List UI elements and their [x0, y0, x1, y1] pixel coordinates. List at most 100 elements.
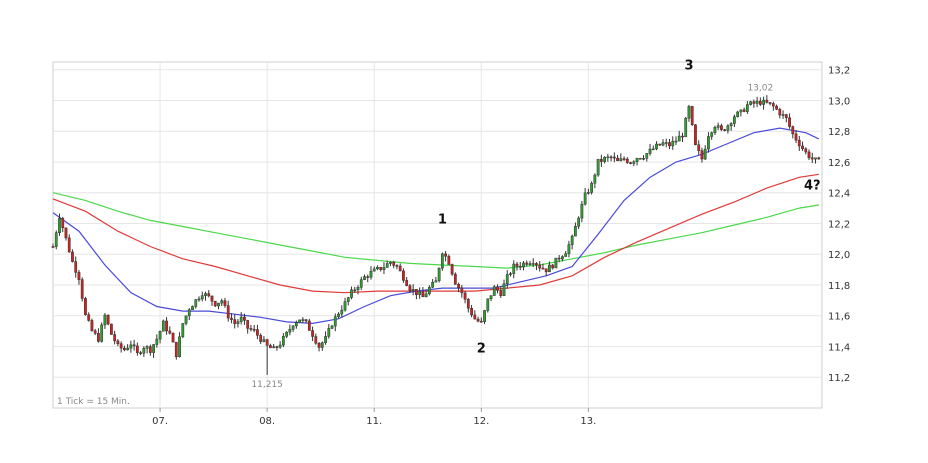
- x-tick-label: 08.: [259, 416, 275, 427]
- candle-up: [236, 321, 240, 324]
- candle-down: [74, 261, 78, 273]
- candle-up: [619, 158, 623, 162]
- candle-down: [797, 139, 801, 147]
- candle-up: [707, 136, 710, 150]
- candle-up: [58, 218, 61, 233]
- candle-up: [217, 302, 220, 307]
- candle-down: [165, 320, 168, 332]
- candle-down: [817, 157, 821, 160]
- candle-down: [64, 227, 68, 239]
- candle-up: [126, 347, 130, 351]
- candle-down: [311, 330, 314, 337]
- candle-up: [187, 309, 191, 317]
- candle-up: [745, 104, 749, 112]
- candle-down: [353, 289, 357, 292]
- candle-down: [421, 291, 425, 298]
- candle-down: [139, 352, 142, 354]
- candle-down: [113, 334, 117, 342]
- candle-up: [596, 158, 600, 176]
- candle-down: [87, 314, 91, 321]
- candle-down: [470, 308, 473, 316]
- candle-down: [402, 270, 405, 281]
- candle-down: [463, 292, 467, 300]
- candle-up: [389, 261, 392, 264]
- candle-up: [645, 153, 649, 159]
- candle-down: [314, 336, 318, 344]
- candle-up: [346, 297, 350, 302]
- candle-up: [129, 344, 133, 349]
- candle-up: [333, 316, 337, 327]
- candle-up: [703, 148, 707, 160]
- candle-up: [100, 324, 104, 342]
- candle-up: [729, 123, 733, 126]
- candle-down: [252, 328, 256, 331]
- candle-up: [191, 306, 194, 310]
- candle-down: [525, 262, 529, 265]
- candle-up: [440, 253, 444, 269]
- candle-down: [317, 342, 321, 348]
- candle-up: [291, 325, 295, 330]
- grid: [52, 61, 823, 409]
- candle-up: [548, 264, 551, 273]
- candle-up: [677, 135, 681, 142]
- candle-up: [590, 182, 594, 193]
- candle-down: [80, 279, 84, 299]
- candle-down: [61, 218, 65, 229]
- candle-up: [369, 270, 373, 278]
- candle-up: [301, 319, 305, 321]
- y-tick-label: 11,4: [828, 342, 850, 353]
- candle-down: [213, 300, 217, 307]
- y-tick-label: 11,6: [828, 312, 850, 323]
- candle-up: [606, 156, 610, 159]
- candle-down: [230, 317, 233, 320]
- candle-up: [583, 192, 587, 205]
- candle-down: [801, 145, 804, 149]
- candle-up: [522, 262, 525, 268]
- candle-down: [784, 114, 788, 118]
- candle-up: [161, 320, 165, 332]
- candle-down: [119, 343, 123, 349]
- candle-down: [668, 142, 671, 147]
- candle-up: [142, 347, 146, 354]
- candles: [51, 95, 821, 375]
- candle-down: [804, 148, 808, 153]
- candle-up: [489, 295, 493, 300]
- candle-up: [512, 263, 516, 274]
- candle-up: [749, 101, 753, 105]
- candle-down: [233, 319, 237, 324]
- candle-down: [116, 340, 120, 344]
- candle-up: [272, 346, 276, 349]
- candle-down: [625, 158, 629, 163]
- candle-down: [476, 318, 480, 322]
- candle-down: [775, 105, 778, 110]
- candle-up: [324, 336, 327, 343]
- candle-down: [791, 126, 795, 135]
- candle-down: [794, 133, 798, 141]
- low-label: 11,215: [251, 380, 283, 390]
- candle-up: [674, 140, 678, 143]
- candle-down: [551, 264, 555, 269]
- candle-up: [262, 339, 266, 342]
- candle-down: [379, 266, 383, 270]
- candle-down: [723, 129, 727, 131]
- candle-down: [616, 157, 619, 162]
- x-tick-label: 12.: [473, 416, 489, 427]
- candle-up: [220, 300, 224, 304]
- candle-up: [184, 315, 188, 324]
- x-tick-label: 07.: [152, 416, 168, 427]
- candle-up: [554, 257, 558, 269]
- candle-down: [71, 251, 74, 262]
- candle-down: [415, 289, 418, 295]
- candle-down: [473, 314, 477, 320]
- candle-up: [145, 346, 149, 349]
- candle-up: [239, 316, 243, 322]
- ma-mid-line: [52, 173, 819, 294]
- annotations: 13,02 11,215 1 2 3 4?: [251, 59, 820, 390]
- candle-up: [580, 203, 584, 219]
- x-tick-label: 13.: [580, 416, 596, 427]
- candle-down: [366, 276, 370, 278]
- candle-down: [771, 103, 775, 107]
- candle-up: [385, 263, 389, 268]
- tick-interval-note: 1 Tick = 15 Min.: [57, 397, 130, 407]
